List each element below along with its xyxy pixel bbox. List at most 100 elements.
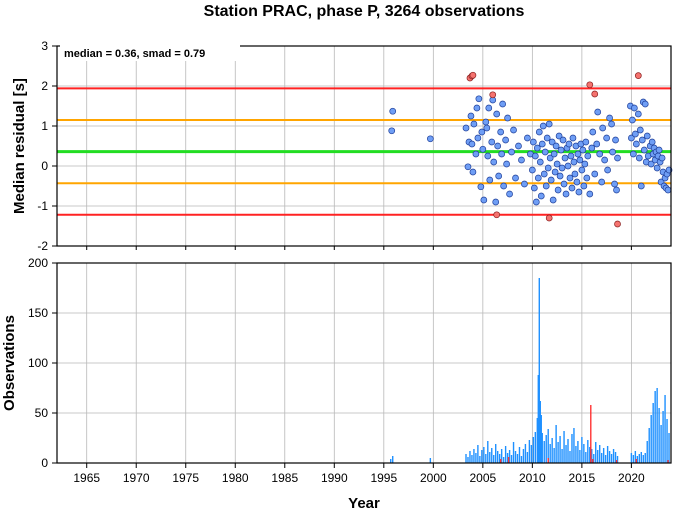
outlier-point <box>489 91 497 99</box>
observation-bar <box>636 456 639 463</box>
observation-bar <box>528 440 531 463</box>
observation-bar <box>656 388 658 463</box>
observation-bar <box>475 453 477 463</box>
residual-point <box>474 134 482 142</box>
outlier-point <box>591 90 599 98</box>
outlier-bar <box>547 458 549 463</box>
y-tick-label: -1 <box>37 199 48 213</box>
outlier-point <box>493 211 501 219</box>
residual-point <box>601 156 608 164</box>
observation-bar <box>595 442 597 463</box>
observation-bar <box>553 448 555 463</box>
observation-bar <box>543 441 545 463</box>
y-tick-label: 2 <box>41 79 48 93</box>
observation-bar <box>616 456 619 463</box>
residual-point <box>658 154 666 162</box>
observation-bar <box>563 431 565 463</box>
residual-point <box>480 196 488 204</box>
residual-point <box>609 148 616 156</box>
residual-point <box>588 144 596 152</box>
residual-point <box>641 100 649 108</box>
residual-point <box>546 154 554 162</box>
residual-point <box>599 124 607 132</box>
residual-point <box>557 146 565 154</box>
residual-point <box>611 180 618 188</box>
observation-bar <box>598 445 601 463</box>
observation-bar <box>612 449 615 463</box>
residual-point <box>582 138 590 146</box>
observation-bar <box>495 444 497 463</box>
residual-point <box>631 104 638 112</box>
residual-point <box>538 140 546 148</box>
residual-point <box>581 160 589 168</box>
residual-point <box>565 140 573 148</box>
outlier-bar <box>499 459 502 463</box>
reference-lines <box>57 87 671 216</box>
residual-point <box>388 127 396 135</box>
observation-bar <box>516 454 519 463</box>
residual-point <box>566 174 574 182</box>
residual-point <box>576 156 584 164</box>
observation-bar <box>638 454 641 463</box>
observation-bar <box>549 444 551 463</box>
observation-bar <box>481 450 483 463</box>
residual-point <box>580 182 588 190</box>
residual-point <box>533 144 541 152</box>
observation-bar <box>485 454 487 463</box>
residual-point <box>568 184 576 192</box>
observation-bar <box>514 451 517 463</box>
residual-point <box>636 126 644 134</box>
residual-point <box>478 128 486 136</box>
residual-point <box>427 135 434 143</box>
residual-point <box>508 148 515 156</box>
residual-point <box>552 142 560 150</box>
observation-bar <box>536 418 539 463</box>
x-tick-label: 2015 <box>569 471 596 485</box>
observation-bar <box>654 391 656 463</box>
x-tick-label: 1995 <box>370 471 397 485</box>
observation-bar <box>483 447 485 463</box>
residual-point <box>521 180 528 188</box>
observation-bar <box>545 435 547 463</box>
residual-y-ticks: -2 -1 0 1 2 3 <box>37 39 632 253</box>
residual-point <box>536 158 544 166</box>
residual-point <box>647 160 655 168</box>
residual-point <box>630 150 637 158</box>
residual-point <box>613 186 620 194</box>
outlier-point <box>634 72 642 79</box>
residual-point <box>529 166 536 174</box>
observation-bar <box>467 457 469 463</box>
observation-bar <box>555 425 557 463</box>
observation-bar <box>477 445 479 463</box>
residual-point <box>575 188 583 196</box>
residual-point <box>499 100 506 108</box>
outlier-point <box>586 81 594 89</box>
chart-title: Station PRAC, phase P, 3264 observations <box>204 3 525 20</box>
residual-point <box>493 110 501 118</box>
observation-bar <box>581 437 583 463</box>
residual-point <box>612 136 619 144</box>
observation-bar <box>632 455 635 463</box>
residual-panel-frame <box>56 45 672 247</box>
observation-bar <box>569 451 571 463</box>
observation-bar <box>496 451 499 463</box>
observation-bar <box>664 395 666 463</box>
observation-bar <box>589 447 591 463</box>
residual-point <box>490 158 498 166</box>
observation-bar <box>662 411 664 463</box>
observation-bar <box>608 451 611 463</box>
y-tick-label: 3 <box>41 39 48 53</box>
residual-point <box>515 142 522 150</box>
observations-y-ticks: 0 50 100 150 200 <box>28 256 57 470</box>
observations-y-axis-label: Observations <box>1 315 18 411</box>
observation-bar <box>660 425 662 463</box>
residual-point <box>482 118 490 126</box>
residual-point <box>558 164 566 172</box>
residual-point <box>541 148 549 156</box>
residual-point <box>544 164 552 172</box>
residual-point <box>477 183 485 191</box>
observation-bar <box>537 375 539 463</box>
residual-point <box>498 150 506 158</box>
residual-point <box>655 146 663 154</box>
residual-point <box>524 134 531 142</box>
